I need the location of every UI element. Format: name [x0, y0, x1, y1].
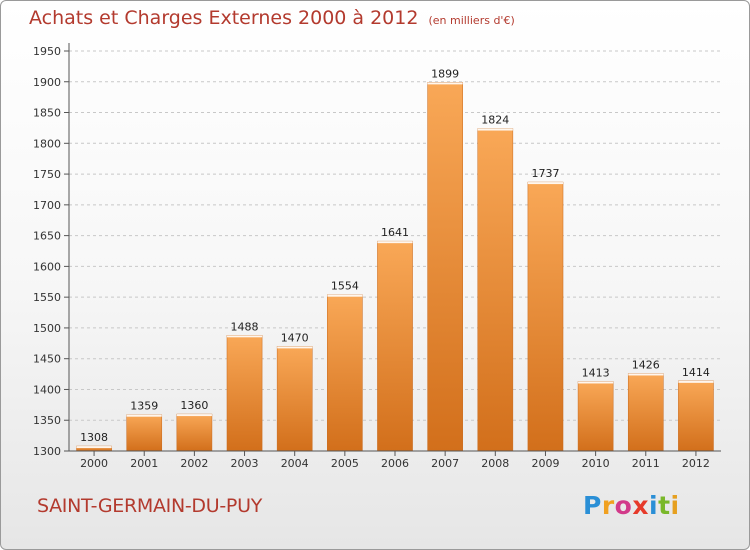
bar: [477, 128, 514, 452]
bar-top-highlight: [527, 182, 564, 185]
y-tick-label: 1450: [33, 353, 61, 366]
y-tick-label: 1950: [33, 45, 61, 58]
y-tick-label: 1300: [33, 445, 61, 458]
x-tick-label: 2009: [531, 457, 559, 470]
bar-top-highlight: [126, 414, 162, 417]
bar-value-label: 1824: [481, 114, 509, 127]
y-tick-label: 1650: [33, 230, 61, 243]
bar-top-highlight: [176, 414, 212, 417]
bar: [577, 381, 614, 452]
logo-letter: x: [632, 491, 649, 520]
bar-top-highlight: [277, 346, 313, 349]
x-tick-label: 2010: [582, 457, 610, 470]
bar-value-label: 1488: [231, 320, 259, 333]
x-tick-label: 2008: [481, 457, 509, 470]
chart-title-text: Achats et Charges Externes 2000 à 2012: [29, 7, 419, 29]
bar-value-label: 1641: [381, 226, 409, 239]
bar: [377, 240, 413, 452]
bar-value-label: 1413: [582, 366, 610, 379]
x-tick-label: 2011: [632, 457, 660, 470]
bar: [126, 414, 163, 452]
x-tick-label: 2002: [180, 457, 208, 470]
bar: [678, 380, 714, 452]
y-tick-label: 1900: [33, 76, 61, 89]
logo-letter: o: [614, 491, 633, 520]
y-tick-label: 1800: [33, 137, 61, 150]
bar-value-label: 1737: [531, 167, 559, 180]
bar-top-highlight: [377, 241, 413, 244]
logo-letter: t: [658, 491, 671, 520]
y-tick-label: 1850: [33, 107, 61, 120]
bar: [427, 82, 463, 452]
y-tick-label: 1700: [33, 199, 61, 212]
commune-name: SAINT-GERMAIN-DU-PUY: [37, 495, 262, 517]
bar-value-label: 1414: [682, 366, 710, 379]
bar: [276, 346, 313, 452]
x-tick-label: 2003: [231, 457, 259, 470]
x-tick-label: 2007: [431, 457, 459, 470]
bar-value-label: 1308: [80, 431, 108, 444]
x-tick-label: 2012: [682, 457, 710, 470]
bar-top-highlight: [226, 335, 263, 338]
x-tick-label: 2004: [281, 457, 309, 470]
bar-top-highlight: [678, 380, 714, 383]
bar-value-label: 1899: [431, 67, 459, 80]
bar-top-highlight: [76, 446, 112, 449]
x-tick-label: 2000: [80, 457, 108, 470]
bar: [327, 294, 363, 452]
bar-value-label: 1359: [130, 400, 158, 413]
logo-letter: P: [583, 491, 602, 520]
bar: [226, 335, 263, 452]
bar: [627, 373, 664, 452]
x-tick-label: 2001: [130, 457, 158, 470]
bar-top-highlight: [578, 381, 614, 384]
x-tick-label: 2006: [381, 457, 409, 470]
bar-value-label: 1360: [180, 399, 208, 412]
y-tick-label: 1600: [33, 260, 61, 273]
x-tick-label: 2005: [331, 457, 359, 470]
y-tick-label: 1400: [33, 383, 61, 396]
bar-top-highlight: [427, 82, 463, 85]
bar-value-label: 1554: [331, 280, 359, 293]
logo-letter: i: [670, 491, 680, 520]
proxiti-logo: Proxiti: [583, 491, 680, 520]
bar-top-highlight: [327, 294, 363, 297]
bar: [527, 181, 564, 452]
y-tick-label: 1500: [33, 322, 61, 335]
bar-value-label: 1426: [632, 358, 660, 371]
logo-letter: i: [649, 491, 659, 520]
chart-title: Achats et Charges Externes 2000 à 2012 (e…: [29, 7, 515, 29]
bar-value-label: 1470: [281, 331, 309, 344]
y-tick-label: 1350: [33, 414, 61, 427]
chart-unit: (en milliers d'€): [428, 14, 515, 27]
bar-top-highlight: [477, 128, 513, 131]
bar: [176, 413, 213, 452]
bar-top-highlight: [628, 373, 664, 376]
y-tick-label: 1750: [33, 168, 61, 181]
y-tick-label: 1550: [33, 291, 61, 304]
logo-letter: r: [601, 491, 615, 520]
